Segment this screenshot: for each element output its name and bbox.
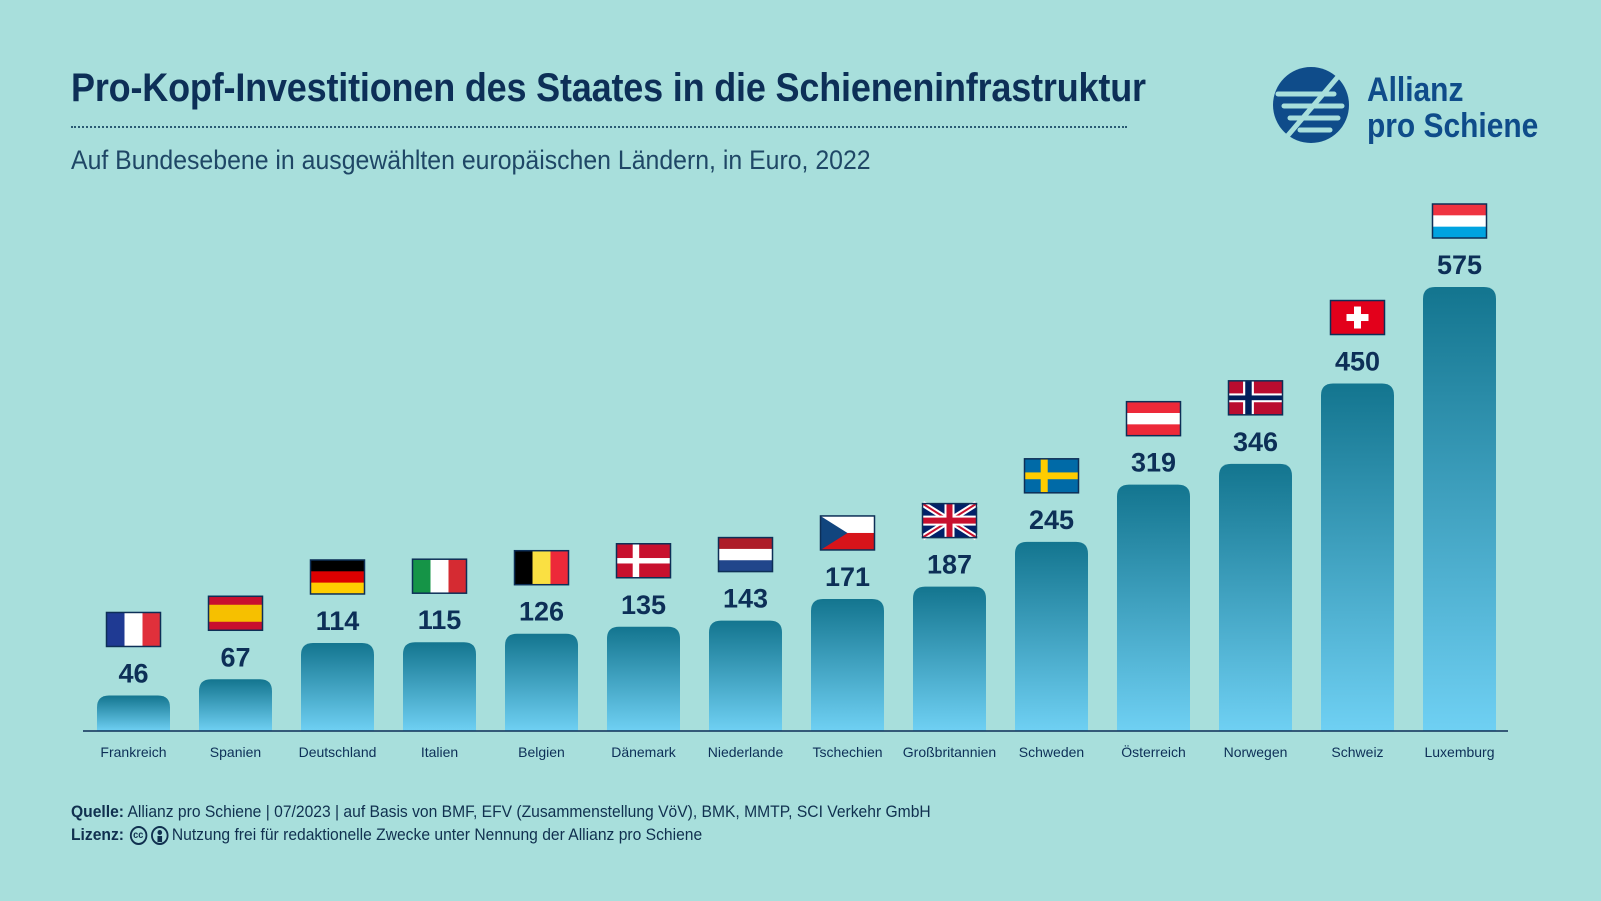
license-label: Lizenz: <box>71 825 125 844</box>
flag-lu-icon <box>1431 203 1488 239</box>
bar-Luxemburg <box>1423 287 1496 731</box>
logo-line-2: pro Schiene <box>1367 107 1539 145</box>
value-label: 67 <box>220 642 250 672</box>
flag-ch-icon <box>1329 299 1386 336</box>
flag-de-icon <box>309 559 366 595</box>
value-label: 171 <box>825 562 870 592</box>
bar-Dänemark <box>607 626 680 731</box>
bar-Norwegen <box>1219 463 1292 731</box>
category-label: Dänemark <box>611 744 677 760</box>
flag-at-icon <box>1125 400 1182 437</box>
category-label: Österreich <box>1121 743 1186 760</box>
bar-Großbritannien <box>913 586 986 731</box>
value-label: 319 <box>1131 448 1176 478</box>
category-label: Deutschland <box>299 744 377 760</box>
category-label: Frankreich <box>100 744 166 760</box>
attribution-icon <box>150 825 169 845</box>
bar-Schweiz <box>1321 383 1394 731</box>
chart-subtitle: Auf Bundesebene in ausgewählten europäis… <box>71 145 871 175</box>
source-text: Allianz pro Schiene | 07/2023 | auf Basi… <box>124 802 931 821</box>
bar-Tschechien <box>811 598 884 731</box>
category-label: Italien <box>421 744 458 760</box>
bar-Italien <box>403 642 476 731</box>
bar-Belgien <box>505 633 578 731</box>
category-label: Belgien <box>518 744 565 760</box>
value-label: 187 <box>927 550 972 580</box>
title-divider <box>71 126 1127 128</box>
flag-se-icon <box>1023 458 1080 494</box>
flag-be-icon <box>513 549 570 586</box>
flag-nl-icon <box>717 536 774 573</box>
category-label: Luxemburg <box>1424 744 1494 760</box>
source-label: Quelle: <box>71 802 125 821</box>
bar-Österreich <box>1117 484 1190 731</box>
category-label: Schweden <box>1019 744 1084 760</box>
value-label: 575 <box>1437 250 1482 280</box>
flag-es-icon <box>207 595 264 632</box>
bar-Frankreich <box>97 695 170 731</box>
value-label: 450 <box>1335 347 1380 377</box>
value-label: 46 <box>118 658 148 688</box>
flag-gb-icon <box>920 501 979 541</box>
value-label: 346 <box>1233 427 1278 457</box>
logo-text: Allianz pro Schiene <box>1367 72 1538 144</box>
flag-cz-icon <box>819 515 876 551</box>
category-label: Spanien <box>210 744 261 760</box>
allianz-pro-schiene-logo-icon <box>1273 67 1349 143</box>
value-label: 143 <box>723 584 768 614</box>
bar-Deutschland <box>301 642 374 731</box>
category-label: Großbritannien <box>903 744 996 760</box>
category-label: Norwegen <box>1224 744 1288 760</box>
value-label: 126 <box>519 597 564 627</box>
value-label: 114 <box>316 606 360 636</box>
category-label: Tschechien <box>812 744 882 760</box>
flag-it-icon <box>411 558 468 594</box>
category-label: Schweiz <box>1331 744 1383 760</box>
flag-no-icon <box>1227 380 1284 416</box>
value-label: 135 <box>621 590 666 620</box>
flag-dk-icon <box>615 543 672 579</box>
value-label: 115 <box>418 605 462 635</box>
logo-line-1: Allianz <box>1367 71 1464 109</box>
category-label: Niederlande <box>708 744 784 760</box>
license-text: Nutzung frei für redaktionelle Zwecke un… <box>171 825 703 844</box>
value-label: 245 <box>1029 505 1074 535</box>
bar-Schweden <box>1015 541 1088 731</box>
license-note: Lizenz: cc Nutzung frei für redaktionell… <box>71 825 702 845</box>
creative-commons-icon: cc <box>129 825 148 845</box>
source-note: Quelle: Allianz pro Schiene | 07/2023 | … <box>71 802 931 822</box>
bar-Niederlande <box>709 620 782 731</box>
chart-title: Pro-Kopf-Investitionen des Staates in di… <box>71 66 1146 110</box>
bar-Spanien <box>199 679 272 731</box>
flag-fr-icon <box>105 611 162 648</box>
